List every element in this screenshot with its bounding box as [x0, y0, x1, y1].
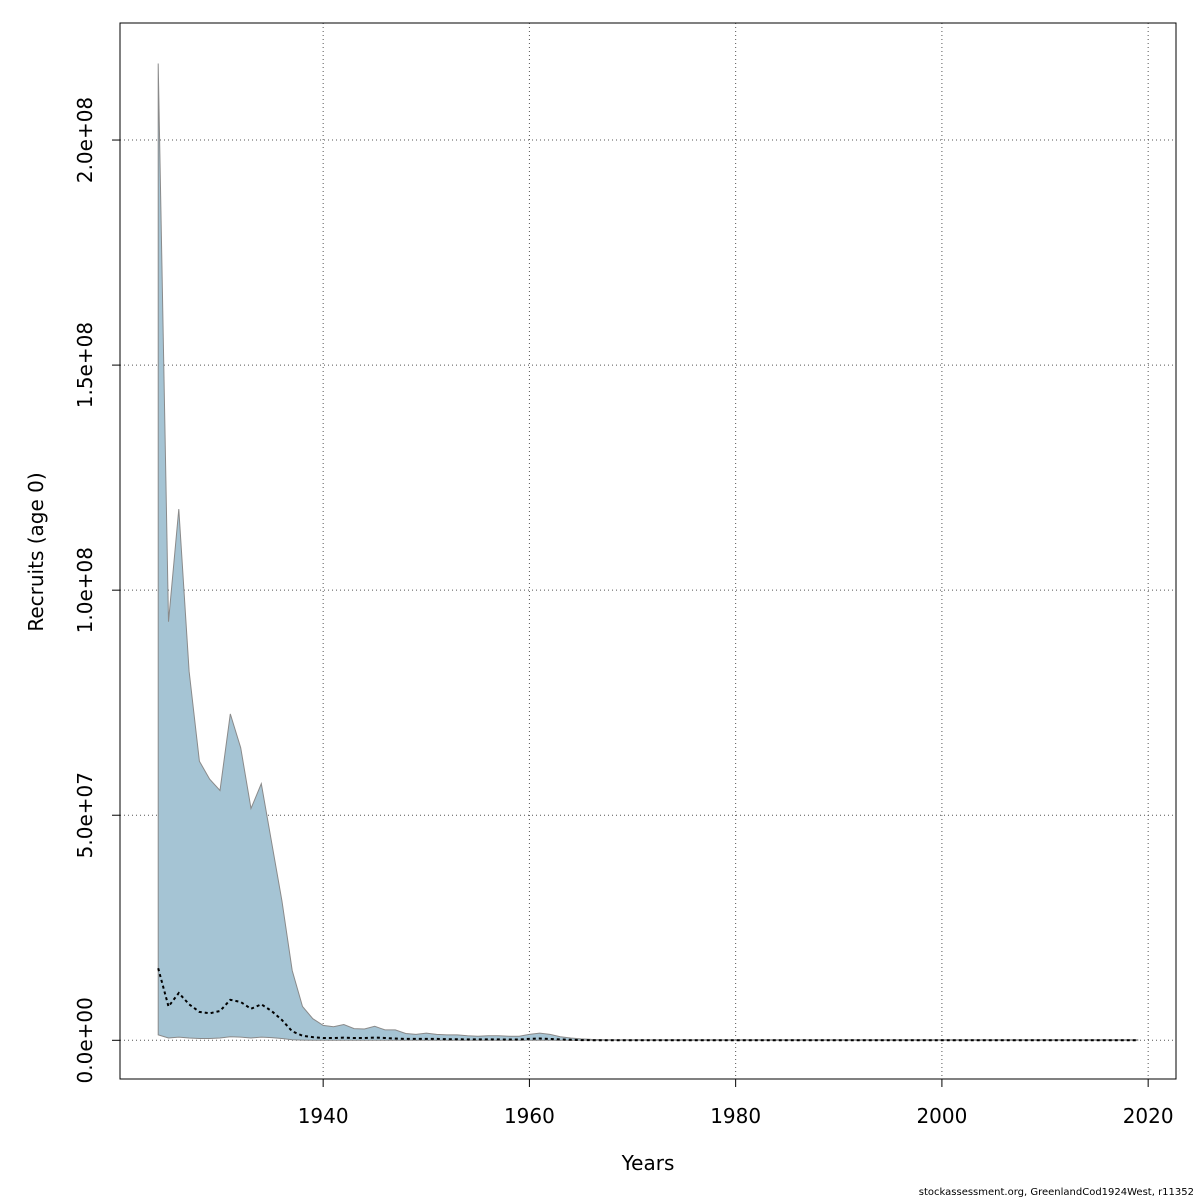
y-tick-label-2: 1.0e+08	[73, 547, 97, 633]
x-tick-label-2020: 2020	[1123, 1104, 1174, 1128]
y-tick-label-3: 1.5e+08	[73, 322, 97, 408]
median-line	[157, 968, 1138, 1042]
x-tick-label-1940: 1940	[298, 1104, 349, 1128]
x-tick-label-2000: 2000	[916, 1104, 967, 1128]
confidence-band	[157, 63, 1139, 1041]
plot-frame	[119, 22, 1177, 1080]
y-axis-title: Recruits (age 0)	[24, 472, 48, 631]
y-tick-label-0: 0.0e+00	[73, 997, 97, 1083]
y-tick-label-4: 2.0e+08	[73, 97, 97, 183]
x-axis: 1940 1960 1980 2000 2020	[298, 1079, 1174, 1128]
y-axis: 0.0e+00 5.0e+07 1.0e+08 1.5e+08 2.0e+08	[73, 97, 120, 1083]
footer-note: stockassessment.org, GreenlandCod1924Wes…	[918, 1187, 1194, 1198]
x-axis-title: Years	[621, 1151, 675, 1175]
x-tick-label-1980: 1980	[710, 1104, 761, 1128]
x-tick-label-1960: 1960	[504, 1104, 555, 1128]
y-tick-label-1: 5.0e+07	[73, 772, 97, 858]
